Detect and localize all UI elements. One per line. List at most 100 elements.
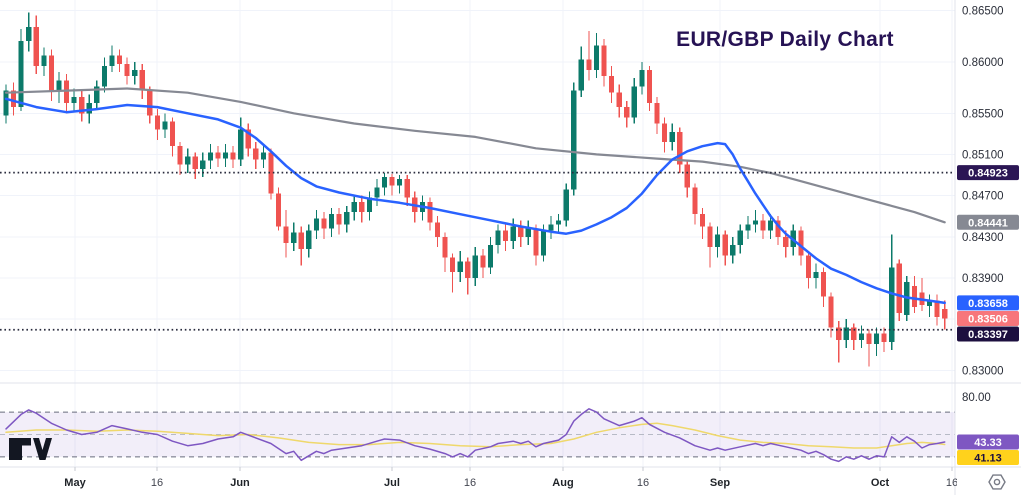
candle <box>450 253 456 293</box>
candle <box>48 49 55 101</box>
candle <box>109 45 115 73</box>
candle <box>139 63 145 99</box>
candle <box>321 212 327 239</box>
candle <box>389 173 395 196</box>
candle <box>397 175 403 194</box>
rsi-axis-label: 80.00 <box>962 392 991 404</box>
candle <box>283 210 289 258</box>
svg-text:41.13: 41.13 <box>974 452 1002 464</box>
candle <box>124 57 130 85</box>
candle <box>260 146 266 168</box>
candle <box>775 216 781 246</box>
candle <box>639 61 645 95</box>
candle <box>328 207 335 237</box>
candle <box>177 142 183 176</box>
candle <box>132 61 138 85</box>
svg-text:43.33: 43.33 <box>974 437 1002 449</box>
candle <box>919 277 925 311</box>
svg-text:0.83397: 0.83397 <box>968 329 1008 341</box>
candle <box>684 160 690 198</box>
candle <box>533 224 539 266</box>
candle <box>427 197 433 231</box>
candle <box>873 327 880 357</box>
candle <box>71 88 77 112</box>
candle <box>730 236 736 264</box>
candle <box>942 300 948 330</box>
ma-fast-line[interactable] <box>4 97 946 305</box>
candle <box>336 207 342 235</box>
level-upper-badge: 0.84923 <box>957 165 1019 181</box>
level-lower-badge: 0.83397 <box>957 326 1019 342</box>
candle <box>722 230 728 266</box>
candle <box>752 210 759 233</box>
candle <box>487 236 494 274</box>
ma-slow-line[interactable] <box>4 87 946 224</box>
candle <box>147 86 153 124</box>
candle <box>805 251 812 289</box>
candle <box>934 294 940 326</box>
candle <box>495 224 501 254</box>
settings-icon[interactable] <box>986 471 1008 493</box>
candle <box>192 152 198 180</box>
price-axis-labels: 0.86500 0.86000 0.85500 0.85100 0.84700 0.843… <box>962 5 1004 404</box>
time-axis-label: 16 <box>637 477 649 489</box>
candle <box>760 214 766 239</box>
svg-text:0.83658: 0.83658 <box>968 298 1008 310</box>
candle <box>10 82 17 116</box>
rsi-ma-line[interactable] <box>5 422 946 449</box>
candle <box>866 329 872 367</box>
candle <box>616 84 622 118</box>
candle <box>654 96 660 134</box>
candle <box>215 146 221 167</box>
chart-title: EUR/GBP Daily Chart <box>676 28 894 51</box>
svg-text:0.83506: 0.83506 <box>968 314 1008 326</box>
candle <box>245 123 251 157</box>
time-axis-label: Sep <box>710 477 730 489</box>
candle <box>351 195 357 221</box>
price-axis-label: 0.84300 <box>962 232 1004 244</box>
time-axis-label: Aug <box>552 477 573 489</box>
tradingview-logo-icon[interactable] <box>9 438 53 460</box>
candle <box>707 222 713 268</box>
ma-fast-badge: 0.83658 <box>957 295 1019 311</box>
candle <box>56 72 62 103</box>
price-axis-label: 0.85500 <box>962 108 1004 120</box>
candle <box>101 57 108 93</box>
candle <box>434 216 441 248</box>
candle <box>291 222 297 252</box>
candle <box>457 251 463 283</box>
candle <box>79 90 85 122</box>
candle <box>624 100 630 128</box>
candle <box>843 319 849 348</box>
candle <box>745 216 751 239</box>
time-axis-labels: May 16 Jun Jul 16 Aug 16 Sep Oct 16 <box>64 467 958 489</box>
candle <box>578 46 584 97</box>
candle <box>268 148 274 200</box>
rsi-ma-badge: 41.13 <box>957 449 1019 465</box>
candle <box>571 82 577 196</box>
candle <box>836 321 842 363</box>
rsi-line[interactable] <box>5 408 946 463</box>
candle <box>275 187 282 231</box>
price-axis-label: 0.85100 <box>962 149 1004 161</box>
time-axis-label: Oct <box>871 477 890 489</box>
time-axis-label: 16 <box>946 477 958 489</box>
candle <box>646 65 653 112</box>
candle <box>828 292 834 338</box>
candle <box>442 232 448 272</box>
candle <box>154 109 160 141</box>
candle <box>480 249 486 278</box>
candle <box>298 226 304 266</box>
svg-text:0.84923: 0.84923 <box>968 168 1008 180</box>
candle <box>162 113 168 138</box>
candle <box>344 205 350 233</box>
candle <box>503 224 509 252</box>
time-axis[interactable] <box>0 467 955 495</box>
ma-slow-badge: 0.84441 <box>957 214 1019 230</box>
candle <box>116 49 123 73</box>
candle <box>851 323 857 351</box>
candle <box>3 84 9 124</box>
time-axis-label: 16 <box>464 477 476 489</box>
